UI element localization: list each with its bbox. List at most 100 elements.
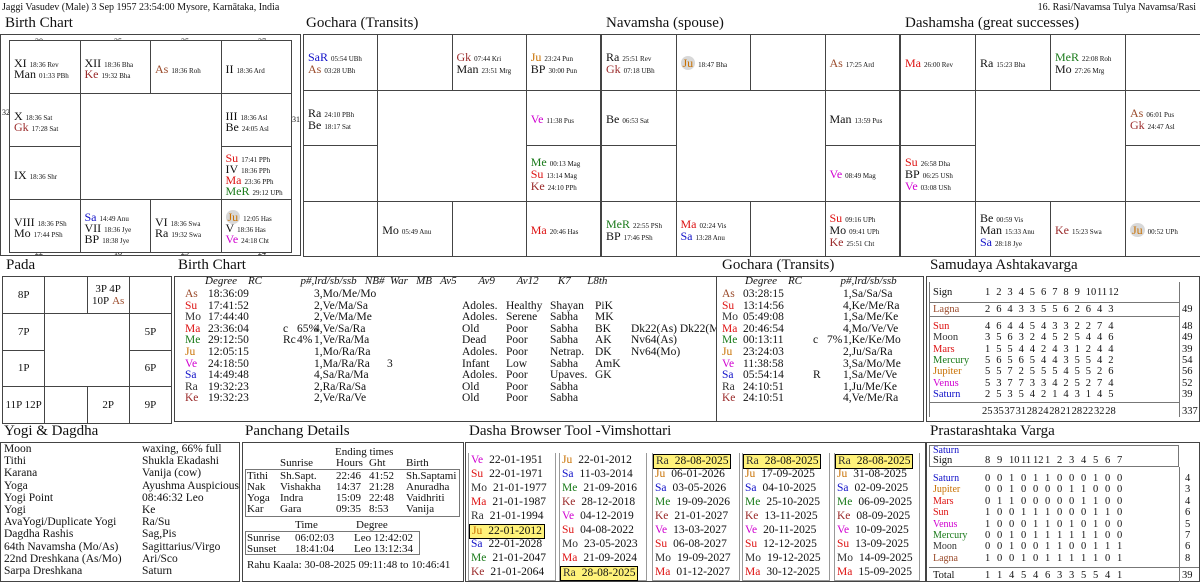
dasha-period[interactable]: Ra 21-01-1994: [469, 510, 545, 523]
planet-entry[interactable]: Gk 24:47 Asl: [1130, 118, 1175, 133]
planet-entry[interactable]: MeR 29:12 UPh: [226, 185, 283, 199]
planet-entry[interactable]: V 18:36 Has: [226, 221, 266, 236]
planet-entry[interactable]: Ra 24:10 PBh: [308, 106, 354, 121]
dasha-period[interactable]: Sa 02-09-2025: [835, 482, 910, 495]
planet-entry[interactable]: As 06:01 Pus: [1130, 106, 1174, 121]
planet-entry[interactable]: Ve 08:49 Mag: [830, 168, 876, 182]
planet-entry[interactable]: III 18:36 Asl: [226, 110, 268, 124]
dasha-period[interactable]: Ke 28-12-2018: [560, 496, 637, 509]
dasha-period[interactable]: Ve 10-09-2025: [835, 524, 911, 537]
planet-entry[interactable]: Be 06:53 Sat: [606, 112, 649, 127]
dasha-period[interactable]: Ke 13-11-2025: [743, 510, 820, 523]
planet-entry[interactable]: Ra 19:32 Swa: [155, 227, 201, 241]
dasha-period[interactable]: Su 06-08-2027: [653, 538, 729, 551]
dasha-period[interactable]: Ke 21-01-2027: [653, 510, 730, 523]
dasha-period[interactable]: Ra 28-08-2025: [835, 454, 914, 469]
planet-entry[interactable]: Man 15:33 Anu: [980, 223, 1034, 238]
dasha-period[interactable]: Ma 15-09-2025: [835, 566, 914, 579]
planet-entry[interactable]: Sa 14:49 Anu: [85, 210, 129, 225]
dasha-period[interactable]: Ma 21-01-1987: [469, 496, 548, 509]
planet-entry[interactable]: Ke 24:10 PPh: [531, 180, 577, 194]
planet-entry[interactable]: Ve 03:08 USh: [905, 180, 951, 194]
planet-entry[interactable]: As 17:25 Ard: [830, 57, 875, 71]
planet-entry[interactable]: VIII 18:36 PSh: [14, 216, 67, 230]
dasha-period[interactable]: Su 22-01-1971: [469, 468, 545, 481]
dasha-period[interactable]: Mo 21-01-1977: [469, 482, 549, 495]
planet-entry[interactable]: Ju 00:52 UPh: [1130, 222, 1178, 238]
planet-entry[interactable]: Gk 07:18 UBh: [606, 63, 655, 77]
planet-entry[interactable]: Ve 11:38 Pus: [531, 112, 574, 127]
planet-entry[interactable]: Ma 26:00 Rev: [905, 57, 953, 71]
planet-entry[interactable]: Ke 19:32 Bha: [85, 68, 131, 82]
planet-entry[interactable]: Ma 23:36 PPh: [226, 174, 274, 188]
planet-entry[interactable]: Ma 20:46 Has: [531, 223, 579, 238]
dasha-period[interactable]: Me 25-10-2025: [743, 496, 822, 509]
planet-entry[interactable]: Su 09:16 UPh: [830, 211, 876, 226]
dasha-period[interactable]: Ju 22-01-2012: [560, 454, 634, 467]
planet-entry[interactable]: BP 06:25 USh: [905, 168, 953, 182]
dasha-period[interactable]: Me 21-01-2047: [469, 552, 548, 565]
planet-entry[interactable]: Ra 15:23 Bha: [980, 57, 1025, 71]
planet-entry[interactable]: Mo 05:49 Anu: [382, 223, 431, 238]
planet-entry[interactable]: As 18:36 Roh: [155, 62, 201, 77]
planet-entry[interactable]: X 18:36 Sat: [14, 110, 52, 124]
dasha-period[interactable]: Ve 22-01-1951: [469, 454, 545, 467]
planet-entry[interactable]: Man 01:33 PBh: [14, 68, 69, 82]
planet-entry[interactable]: Gk 17:28 Sat: [14, 121, 58, 135]
planet-entry[interactable]: II 18:36 Ard: [226, 62, 265, 77]
dasha-period[interactable]: Ve 13-03-2027: [653, 524, 729, 537]
planet-entry[interactable]: Mo 17:44 PSh: [14, 227, 63, 241]
planet-entry[interactable]: As 03:28 UBh: [308, 63, 355, 77]
dasha-period[interactable]: Ve 04-12-2019: [560, 510, 636, 523]
dasha-period[interactable]: Ra 28-08-2025: [560, 566, 639, 581]
planet-entry[interactable]: Ju 18:47 Bha: [680, 56, 727, 71]
planet-entry[interactable]: BP 17:46 PSh: [606, 229, 653, 244]
planet-entry[interactable]: BP 30:00 Pun: [531, 63, 577, 77]
dasha-period[interactable]: Ju 31-08-2025: [835, 468, 909, 481]
planet-entry[interactable]: Ke 15:23 Swa: [1055, 223, 1102, 238]
dasha-period[interactable]: Ma 30-12-2025: [743, 566, 822, 579]
planet-entry[interactable]: Su 13:14 Mag: [531, 168, 577, 182]
planet-entry[interactable]: Su 26:58 Dha: [905, 156, 950, 170]
planet-entry[interactable]: BP 18:38 Jye: [85, 232, 130, 247]
dasha-period[interactable]: Su 13-09-2025: [835, 538, 911, 551]
dasha-period[interactable]: Ma 21-09-2024: [560, 552, 639, 565]
dasha-period[interactable]: Mo 23-05-2023: [560, 538, 640, 551]
planet-entry[interactable]: XII 18:36 Bha: [85, 57, 134, 71]
dasha-period[interactable]: Sa 04-10-2025: [743, 482, 818, 495]
dasha-period[interactable]: Mo 14-09-2025: [835, 552, 915, 565]
planet-entry[interactable]: XI 18:36 Rev: [14, 57, 59, 71]
planet-entry[interactable]: Be 18:17 Sat: [308, 118, 351, 133]
dasha-period[interactable]: Ju 22-01-2012: [469, 524, 545, 539]
dasha-period[interactable]: Me 21-09-2016: [560, 482, 639, 495]
planet-entry[interactable]: Ju 12:05 Has: [225, 209, 272, 225]
dasha-period[interactable]: Ju 06-01-2026: [653, 468, 727, 481]
dasha-period[interactable]: Ke 21-01-2064: [469, 566, 546, 579]
planet-entry[interactable]: SaR 05:54 UBh: [308, 51, 362, 65]
planet-entry[interactable]: IX 18:36 Shr: [14, 168, 57, 183]
planet-entry[interactable]: Mo 27:26 Mrg: [1055, 63, 1104, 77]
planet-entry[interactable]: Be 24:05 Asl: [226, 121, 269, 135]
dasha-period[interactable]: Sa 22-01-2028: [469, 538, 544, 551]
dasha-period[interactable]: Su 12-12-2025: [743, 538, 819, 551]
dasha-period[interactable]: Ra 28-08-2025: [743, 454, 822, 469]
dasha-period[interactable]: Mo 19-09-2027: [653, 552, 733, 565]
planet-entry[interactable]: Ra 25:51 Rev: [606, 51, 651, 65]
planet-entry[interactable]: Ke 25:51 Cht: [830, 235, 875, 250]
dasha-period[interactable]: Ra 28-08-2025: [653, 454, 732, 469]
planet-entry[interactable]: Ve 24:18 Cht: [226, 232, 269, 247]
dasha-period[interactable]: Ke 08-09-2025: [835, 510, 912, 523]
planet-entry[interactable]: VI 18:36 Swa: [155, 216, 200, 230]
dasha-period[interactable]: Sa 03-05-2026: [653, 482, 728, 495]
dasha-period[interactable]: Sa 11-03-2014: [560, 468, 635, 481]
planet-entry[interactable]: VII 18:36 Jye: [85, 221, 132, 236]
dasha-period[interactable]: Me 19-09-2026: [653, 496, 732, 509]
planet-entry[interactable]: Man 13:59 Pus: [830, 112, 883, 127]
planet-entry[interactable]: Sa 13:28 Anu: [681, 229, 725, 244]
planet-entry[interactable]: MeR 22:08 Roh: [1055, 51, 1111, 65]
planet-entry[interactable]: Be 00:59 Vis: [980, 211, 1023, 226]
planet-entry[interactable]: MeR 22:55 PSh: [606, 217, 662, 232]
dasha-period[interactable]: Me 06-09-2025: [835, 496, 914, 509]
planet-entry[interactable]: IV 18:36 PPh: [226, 163, 271, 177]
planet-entry[interactable]: Gk 07:44 Kri: [457, 51, 502, 65]
